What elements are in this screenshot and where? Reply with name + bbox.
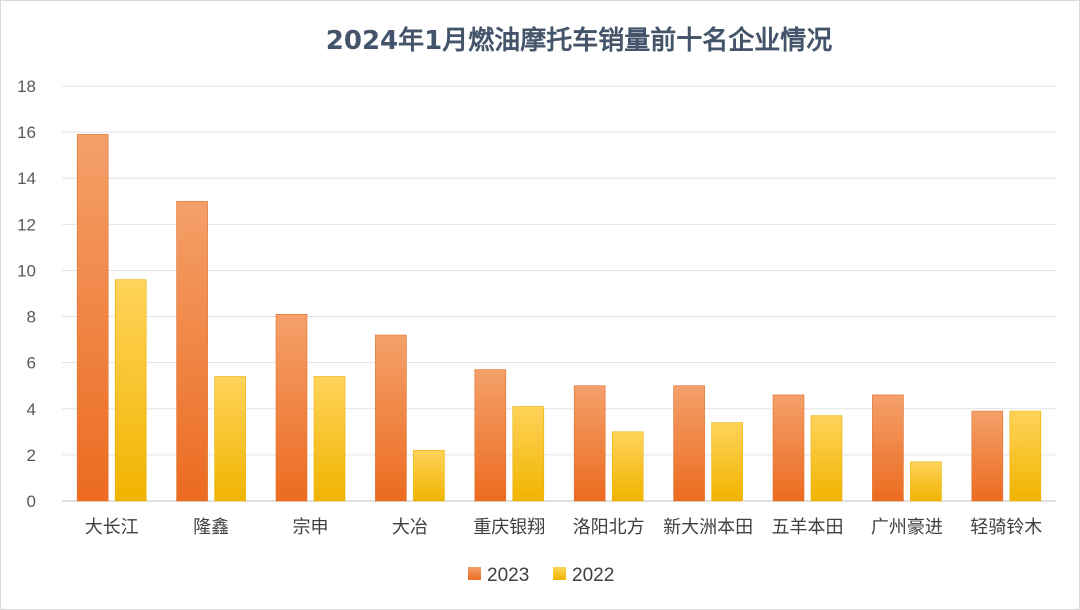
y-tick-label: 4 bbox=[27, 400, 36, 419]
bar-2022-8 bbox=[810, 415, 843, 502]
bar-2022-5 bbox=[512, 406, 545, 502]
y-tick-label: 16 bbox=[17, 123, 36, 142]
bar-2023-2 bbox=[176, 201, 208, 502]
y-tick-label: 10 bbox=[17, 261, 36, 280]
bar-2023-3 bbox=[275, 313, 308, 502]
x-tick-label: 隆鑫 bbox=[193, 517, 229, 538]
bar-2023-7 bbox=[673, 385, 705, 502]
x-axis-ticks: 大长江 隆鑫 宗申 大冶 重庆银翔 洛阳北方 新大洲本田 五羊本田 广州豪进 轻骑铃木 bbox=[85, 517, 1043, 538]
bars bbox=[76, 134, 1042, 502]
x-tick-label: 宗申 bbox=[293, 517, 329, 538]
y-axis-ticks: 0 2 4 6 8 10 12 14 16 18 bbox=[17, 77, 36, 511]
y-tick-label: 6 bbox=[27, 354, 36, 373]
x-tick-label: 大冶 bbox=[392, 517, 428, 538]
legend-label-2022: 2022 bbox=[572, 565, 614, 586]
bar-2023-10 bbox=[971, 410, 1004, 502]
x-tick-label: 洛阳北方 bbox=[573, 517, 645, 538]
legend-label-2023: 2023 bbox=[487, 565, 529, 586]
x-tick-label: 新大洲本田 bbox=[663, 517, 753, 538]
y-tick-label: 18 bbox=[17, 77, 36, 96]
y-tick-label: 8 bbox=[27, 308, 36, 327]
chart-title: 2024年1月燃油摩托车销量前十名企业情况 bbox=[326, 25, 832, 56]
bar-2023-6 bbox=[573, 385, 606, 502]
bar-2023-5 bbox=[474, 369, 507, 502]
legend-swatch-2022 bbox=[553, 567, 566, 580]
bar-2022-3 bbox=[313, 376, 346, 502]
bar-2023-9 bbox=[872, 394, 904, 502]
x-tick-label: 重庆银翔 bbox=[473, 517, 545, 538]
bar-2023-8 bbox=[772, 394, 805, 502]
x-tick-label: 大长江 bbox=[85, 517, 139, 538]
bar-2022-2 bbox=[214, 376, 246, 502]
bar-2022-1 bbox=[114, 279, 147, 502]
x-tick-label: 广州豪进 bbox=[871, 517, 943, 538]
bar-2023-4 bbox=[375, 334, 407, 502]
x-tick-label: 轻骑铃木 bbox=[970, 517, 1042, 538]
y-tick-label: 12 bbox=[17, 215, 36, 234]
x-tick-label: 五羊本田 bbox=[772, 517, 844, 538]
bar-2022-6 bbox=[611, 431, 644, 502]
gridlines bbox=[62, 85, 1056, 502]
y-tick-label: 0 bbox=[27, 492, 36, 511]
bar-2023-1 bbox=[76, 134, 109, 502]
y-tick-label: 14 bbox=[17, 169, 36, 188]
y-tick-label: 2 bbox=[27, 446, 36, 465]
bar-2022-9 bbox=[910, 461, 942, 502]
legend-swatch-2023 bbox=[468, 567, 481, 580]
legend: 2023 2022 bbox=[468, 565, 614, 586]
bar-2022-7 bbox=[711, 422, 743, 502]
bar-2022-4 bbox=[413, 449, 445, 502]
bar-2022-10 bbox=[1009, 410, 1042, 502]
